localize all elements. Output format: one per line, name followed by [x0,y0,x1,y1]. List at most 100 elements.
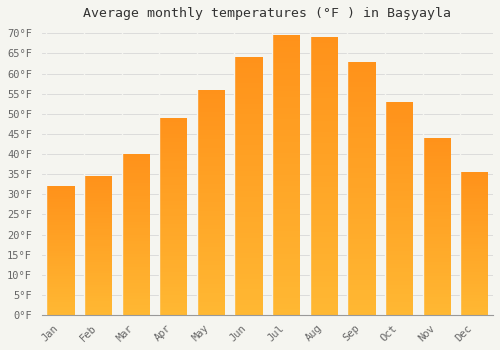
Bar [234,93,262,99]
Bar [46,191,74,194]
Bar [422,304,450,308]
Bar [122,234,150,238]
Bar [385,230,413,234]
Bar [460,309,488,312]
Bar [46,202,74,204]
Bar [385,123,413,127]
Bar [385,110,413,114]
Bar [84,301,112,304]
Bar [348,66,376,72]
Bar [310,237,338,243]
Bar [272,287,300,293]
Bar [122,161,150,164]
Bar [234,305,262,310]
Bar [310,193,338,198]
Bar [348,295,376,300]
Bar [272,69,300,75]
Bar [159,260,188,264]
Bar [122,289,150,293]
Bar [422,237,450,241]
Bar [234,289,262,294]
Bar [310,260,338,265]
Bar [310,110,338,115]
Bar [310,98,338,104]
Bar [385,157,413,161]
Bar [197,274,225,279]
Bar [422,156,450,159]
Bar [422,188,450,191]
Bar [234,186,262,191]
Bar [460,284,488,287]
Bar [46,266,74,269]
Bar [385,178,413,183]
Bar [46,217,74,220]
Bar [272,248,300,253]
Bar [122,189,150,193]
Bar [46,279,74,282]
Bar [272,253,300,259]
Bar [422,276,450,280]
Bar [84,254,112,257]
Bar [348,264,376,270]
Bar [159,134,188,138]
Bar [310,37,338,43]
Bar [234,145,262,150]
Bar [84,187,112,190]
Bar [272,281,300,287]
Bar [122,286,150,289]
Bar [460,206,488,209]
Bar [310,48,338,54]
Bar [234,114,262,119]
Bar [422,244,450,248]
Bar [197,261,225,266]
Bar [348,107,376,112]
Bar [84,237,112,240]
Bar [272,265,300,270]
Bar [84,290,112,293]
Bar [310,232,338,237]
Bar [348,143,376,148]
Bar [234,269,262,274]
Bar [272,114,300,119]
Bar [122,293,150,296]
Bar [46,271,74,274]
Bar [84,304,112,307]
Bar [122,167,150,170]
Bar [122,193,150,196]
Bar [460,215,488,218]
Bar [46,207,74,209]
Bar [385,106,413,110]
Bar [234,73,262,78]
Bar [197,284,225,288]
Bar [460,278,488,281]
Bar [460,281,488,284]
Bar [159,141,188,146]
Bar [348,234,376,239]
Bar [159,161,188,165]
Bar [460,304,488,307]
Bar [385,114,413,119]
Bar [310,248,338,254]
Bar [122,273,150,276]
Bar [385,251,413,256]
Bar [197,252,225,257]
Bar [348,300,376,305]
Bar [385,187,413,191]
Bar [234,89,262,93]
Bar [234,207,262,212]
Bar [197,175,225,180]
Bar [422,290,450,294]
Bar [122,254,150,257]
Bar [197,144,225,148]
Bar [84,190,112,193]
Bar [159,299,188,303]
Bar [348,290,376,295]
Bar [348,254,376,259]
Bar [46,251,74,253]
Bar [460,192,488,195]
Bar [84,246,112,248]
Bar [348,224,376,229]
Bar [122,164,150,167]
Bar [197,139,225,144]
Bar [460,312,488,315]
